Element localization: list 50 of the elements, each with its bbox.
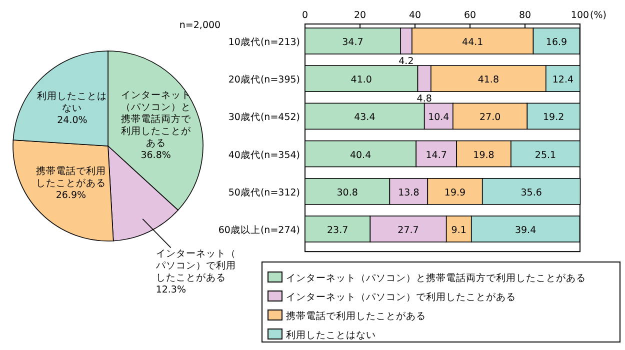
data-label: 19.8 — [473, 150, 494, 161]
text: n=2,000 — [179, 20, 221, 31]
x-axis-title: (%) — [590, 10, 606, 21]
data-label: 26.9% — [56, 190, 86, 201]
data-label: 27.7 — [398, 225, 419, 236]
data-label: 12.3% — [156, 284, 186, 296]
slice-label: インターネット（パソコン）と携帯電話両方で利用したことがある — [120, 90, 192, 149]
data-label: 19.9 — [444, 187, 466, 198]
data-label: 41.0 — [350, 74, 372, 86]
x-tick-label: 80 — [518, 10, 532, 21]
data-label: 25.1 — [534, 150, 556, 161]
data-label: 36.8% — [140, 150, 171, 161]
y-tick-label: 40歳代(n=354) — [228, 148, 300, 161]
data-label: 23.7 — [327, 225, 348, 236]
data-label: 9.1 — [451, 225, 466, 236]
legend-label: インターネット（パソコン）と携帯電話両方で利用したことがある — [286, 272, 586, 284]
data-label: 43.4 — [354, 112, 376, 124]
data-label: 30.8 — [336, 187, 358, 198]
x-tick-label: 60 — [464, 10, 476, 21]
data-label: 13.8 — [398, 187, 420, 198]
data-label: 44.1 — [462, 37, 484, 48]
y-tick-label: 10歳代(n=213) — [228, 36, 300, 48]
x-tick-label: 20 — [354, 10, 366, 21]
legend-label: 利用したことはない — [286, 329, 376, 341]
y-tick-label: 30歳代(n=452) — [228, 111, 300, 124]
y-tick-label: 50歳代(n=312) — [228, 186, 300, 198]
data-label: 40.4 — [350, 150, 372, 161]
y-tick-label: 20歳代(n=395) — [228, 74, 300, 86]
slice-label: 携帯電話で利用したことがある — [36, 164, 106, 189]
data-label: 16.9 — [546, 37, 568, 48]
slice-label: インターネット（パソコン）で利用したことがある — [154, 248, 236, 284]
data-label: 10.4 — [428, 112, 450, 124]
data-label: 19.2 — [543, 112, 564, 124]
data-label: 35.6 — [520, 187, 542, 198]
data-label: 12.4 — [552, 74, 574, 86]
y-tick-label: 60歳以上(n=274) — [218, 224, 300, 236]
data-label: 34.7 — [342, 37, 364, 48]
data-label: 24.0% — [57, 114, 88, 126]
data-label: 14.7 — [426, 150, 447, 161]
x-tick-label: 0 — [302, 10, 308, 21]
legend-label: インターネット（パソコン）で利用したことがある — [286, 291, 516, 303]
legend-label: 携帯電話で利用したことがある — [286, 310, 426, 322]
x-tick-label: 40 — [408, 10, 422, 21]
data-label: 4.2 — [398, 56, 414, 67]
slice-label: 利用したことはない — [37, 90, 108, 114]
x-tick-label: 100 — [570, 10, 590, 21]
data-label: 39.4 — [514, 225, 536, 236]
data-label: 27.0 — [479, 112, 501, 124]
data-label: 4.8 — [416, 94, 432, 105]
data-label: 41.8 — [478, 74, 500, 86]
